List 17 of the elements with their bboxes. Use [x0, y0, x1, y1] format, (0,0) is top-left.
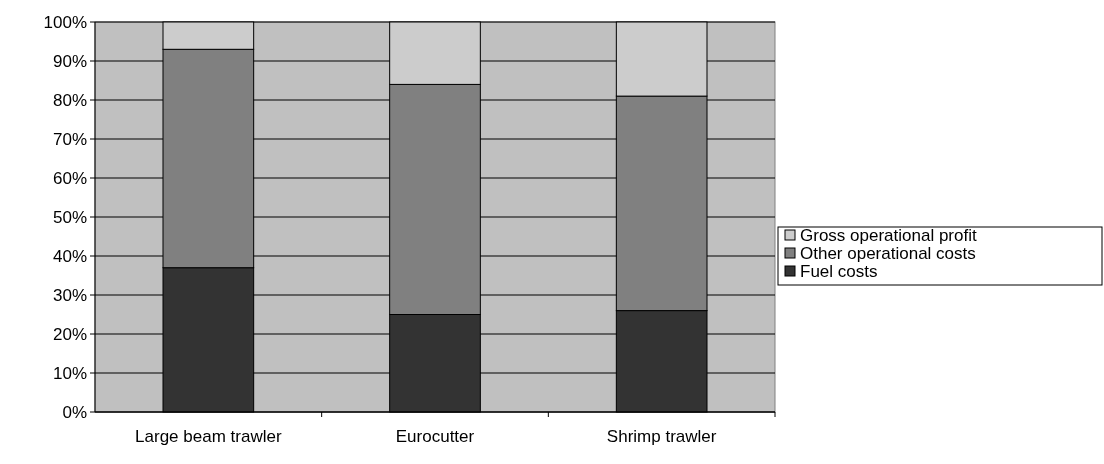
y-tick-label: 0% [62, 402, 87, 422]
legend-label: Gross operational profit [800, 225, 977, 245]
y-tick-label: 80% [52, 90, 87, 110]
y-tick-label: 40% [52, 246, 87, 266]
x-tick-label: Eurocutter [395, 427, 475, 446]
x-tick-label: Large beam trawler [135, 427, 282, 446]
x-tick-label: Shrimp trawler [606, 427, 717, 446]
y-tick-label: 100% [43, 12, 87, 32]
y-tick-label: 20% [52, 324, 87, 344]
y-tick-label: 50% [52, 207, 87, 227]
y-tick-label: 10% [52, 363, 87, 383]
y-tick-label: 70% [52, 129, 87, 149]
legend-label: Fuel costs [800, 261, 878, 281]
y-tick-label: 30% [52, 285, 87, 305]
y-tick-label: 60% [52, 168, 87, 188]
legend-label: Other operational costs [800, 243, 976, 263]
y-tick-label: 90% [52, 51, 87, 71]
